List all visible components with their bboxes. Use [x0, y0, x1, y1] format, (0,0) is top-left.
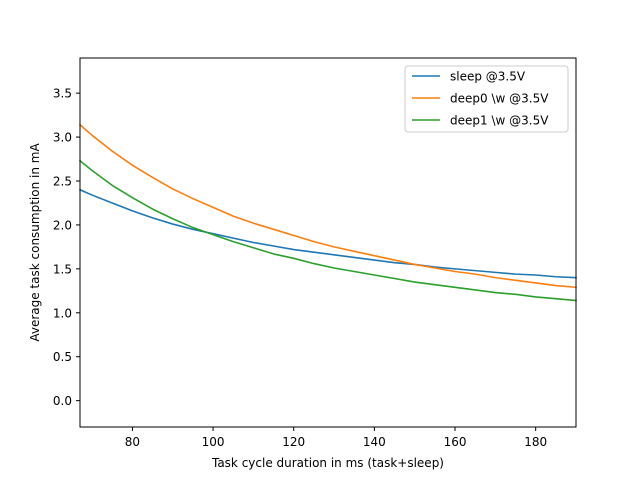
axes-frame: [79, 57, 577, 428]
y-tick-label: 1.5: [53, 262, 72, 276]
y-axis-label: Average task consumption in mA: [28, 143, 42, 342]
x-tick-label: 80: [125, 435, 140, 449]
y-tick-label: 0.0: [53, 394, 72, 408]
series-line-0: [78, 188, 577, 279]
y-axis-ticks: 0.0 0.5 1.0 1.5 2.0 2.5 3.0 3.5: [53, 87, 80, 408]
y-tick-label: 2.5: [53, 175, 72, 189]
y-tick-label: 3.5: [53, 87, 72, 101]
y-tick-label: 0.5: [53, 350, 72, 364]
legend-box: [404, 65, 569, 133]
x-tick-label: 160: [444, 435, 467, 449]
legend-entries: sleep @3.5V deep0 \w @3.5V deep1 \w @3.5V: [412, 70, 549, 128]
x-tick-label: 140: [363, 435, 386, 449]
series-line-2: [78, 159, 577, 302]
y-tick-label: 2.0: [53, 218, 72, 232]
legend-label-0: sleep @3.5V: [450, 70, 526, 84]
x-tick-label: 100: [202, 435, 225, 449]
y-tick-label: 3.0: [53, 131, 72, 145]
series-layer: [78, 123, 577, 302]
x-axis-label: Task cycle duration in ms (task+sleep): [211, 456, 444, 470]
x-tick-label: 180: [524, 435, 547, 449]
legend-label-2: deep1 \w @3.5V: [450, 114, 549, 128]
legend: sleep @3.5V deep0 \w @3.5V deep1 \w @3.5V: [404, 65, 569, 133]
y-tick-label: 1.0: [53, 306, 72, 320]
x-tick-label: 120: [282, 435, 305, 449]
legend-label-1: deep0 \w @3.5V: [450, 92, 549, 106]
series-line-1: [78, 123, 577, 289]
x-axis-ticks: 80 100 120 140 160 180: [125, 427, 547, 449]
